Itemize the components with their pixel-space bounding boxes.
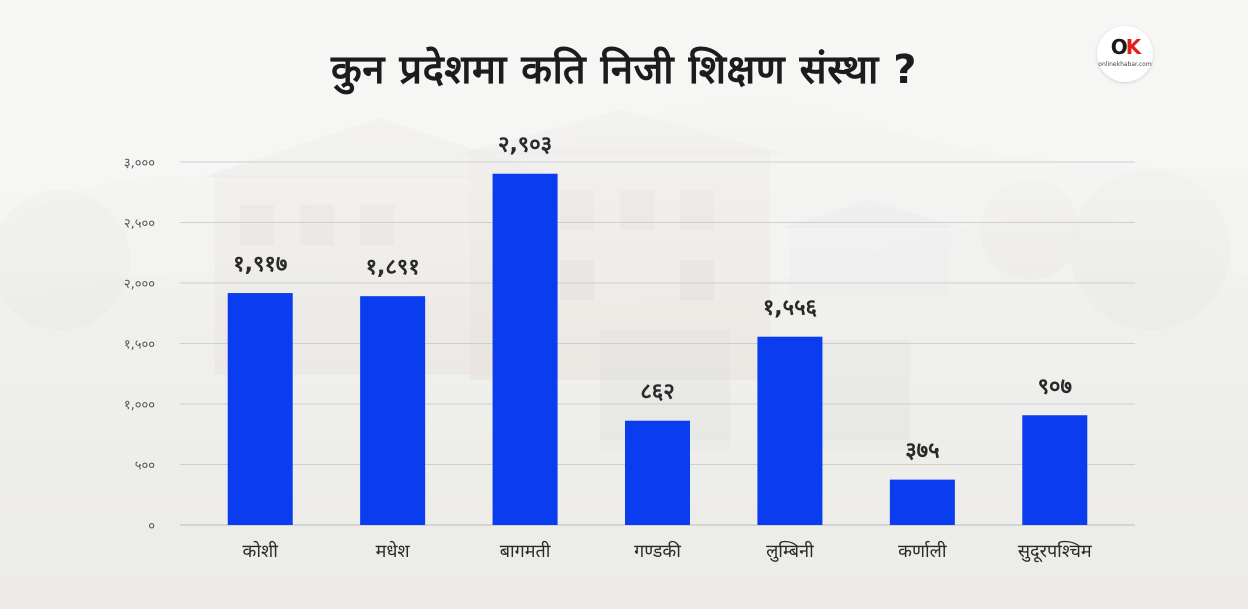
chart-title: कुन प्रदेशमा कति निजी शिक्षण संस्था ?: [330, 47, 918, 93]
bar-value-label: १,५५६: [763, 296, 818, 321]
y-tick-label: २,०००: [124, 277, 155, 292]
grid-lines: [180, 161, 1135, 526]
bar: [625, 420, 690, 525]
category-label: लुम्बिनी: [766, 540, 814, 562]
logo-subtext: onlinekhabar.com: [1098, 61, 1152, 68]
category-label: कर्णाली: [898, 540, 947, 562]
bar: [757, 336, 823, 525]
bar-value-label: ८६२: [640, 380, 674, 405]
x-axis-categories: कोशी मधेश बागमती गण्डकी लुम्बिनी कर्णाली सुदूर…: [243, 540, 1093, 563]
bar-value-label: २,९०३: [498, 133, 552, 158]
category-label: सुदूरपश्चिम: [1018, 540, 1093, 563]
bar: [1022, 415, 1088, 525]
bar: [889, 479, 955, 525]
data-labels: १,९१७ १,८९१ २,९०३ ८६२ १,५५६ ३७५ ९०७: [233, 133, 1072, 464]
y-tick-label: १,५००: [124, 338, 155, 353]
y-tick-label: ५००: [135, 459, 155, 474]
y-tick-label: ३,०००: [124, 156, 155, 171]
bar-value-label: १,८९१: [366, 255, 420, 280]
category-label: कोशी: [243, 540, 279, 562]
bar-value-label: ९०७: [1038, 374, 1072, 399]
bar: [227, 293, 293, 525]
bar-value-label: १,९१७: [233, 252, 287, 277]
onlinekhabar-logo: OK onlinekhabar.com: [1097, 26, 1153, 82]
y-tick-label: १,०००: [124, 398, 155, 413]
y-tick-label: ०: [148, 519, 155, 534]
category-label: बागमती: [500, 540, 551, 562]
y-tick-label: २,५००: [124, 217, 155, 232]
y-axis-ticks: ० ५०० १,००० १,५०० २,००० २,५०० ३,०००: [124, 156, 155, 534]
category-label: मधेश: [376, 540, 411, 562]
logo-mark: OK: [1110, 35, 1141, 59]
bar: [360, 296, 426, 525]
category-label: गण्डकी: [634, 540, 681, 562]
bars: [227, 173, 1088, 525]
bar: [492, 173, 558, 525]
bar-value-label: ३७५: [905, 439, 939, 464]
